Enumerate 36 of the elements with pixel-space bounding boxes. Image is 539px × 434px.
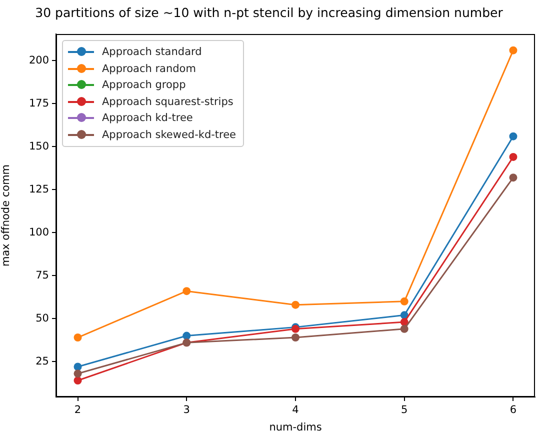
- y-tick-label: 125: [28, 183, 49, 196]
- x-tick-label: 4: [292, 404, 300, 416]
- y-tick-label: 50: [36, 312, 49, 324]
- point: [509, 132, 518, 140]
- legend-label: Approach random: [102, 62, 196, 75]
- legend-label: Approach squarest-strips: [102, 96, 234, 108]
- y-axis-title: max offnode comm: [0, 164, 12, 267]
- point: [74, 370, 82, 378]
- y-tick-label: 75: [36, 269, 49, 282]
- point: [509, 174, 518, 182]
- y-tick-label: 150: [28, 140, 49, 152]
- legend-label: Approach skewed-kd-tree: [102, 128, 236, 141]
- y-tick-label: 200: [28, 54, 49, 66]
- y-tick-label: 25: [36, 355, 49, 368]
- point: [400, 297, 408, 306]
- x-tick-label: 3: [183, 404, 190, 416]
- x-tick-label: 6: [510, 404, 517, 416]
- legend-label: Approach gropp: [102, 79, 186, 92]
- point: [509, 152, 518, 161]
- point: [74, 376, 82, 384]
- legend-label: Approach standard: [102, 46, 202, 58]
- y-tick-label: 175: [28, 97, 49, 110]
- x-tick-label: 2: [74, 404, 82, 416]
- point: [509, 46, 518, 54]
- point: [182, 287, 191, 296]
- x-tick-label: 5: [401, 404, 408, 416]
- point: [74, 334, 82, 342]
- y-tick-label: 100: [28, 226, 49, 238]
- chart-title: 30 partitions of size ~10 with n-pt stencil by increasing dimension number: [35, 4, 504, 20]
- point: [182, 332, 191, 340]
- legend-label: Approach kd-tree: [102, 112, 193, 124]
- point: [400, 324, 408, 333]
- point: [292, 334, 300, 342]
- x-axis-title: num-dims: [269, 421, 322, 434]
- point: [74, 362, 82, 371]
- point: [292, 300, 300, 309]
